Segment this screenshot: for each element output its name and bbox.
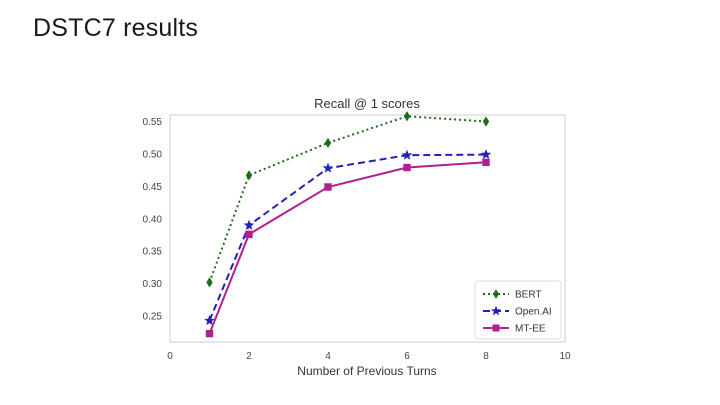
legend-marker-mt-ee (492, 324, 500, 332)
x-axis-ticks: 0 2 4 6 8 10 (167, 351, 571, 362)
y-tick-label: 0.55 (143, 117, 163, 128)
data-point-open-ai (401, 149, 413, 160)
series-mt-ee (205, 158, 490, 338)
data-point-open-ai (204, 314, 215, 326)
x-tick-label: 2 (246, 351, 252, 362)
y-tick-label: 0.45 (143, 182, 163, 193)
data-point-bert (403, 111, 411, 122)
legend: BERT Open.AI MT-EE (474, 280, 562, 340)
series-layer (204, 111, 492, 338)
x-tick-label: 8 (483, 351, 489, 362)
legend-item-open-ai: Open.AI (483, 305, 552, 318)
legend-item-mt-ee: MT-EE (483, 324, 546, 335)
y-tick-label: 0.50 (143, 149, 163, 160)
slide-title: DSTC7 results (33, 14, 199, 42)
chart-title: Recall @ 1 scores (314, 96, 420, 111)
data-point-mt-ee (205, 329, 214, 338)
data-point-open-ai (243, 219, 255, 230)
y-tick-label: 0.35 (143, 247, 163, 258)
data-point-bert (206, 277, 213, 288)
legend-label-open-ai: Open.AI (515, 307, 552, 318)
data-point-bert (482, 116, 490, 127)
x-tick-label: 0 (167, 351, 173, 362)
legend-marker-bert (493, 289, 499, 299)
data-point-bert (245, 170, 253, 181)
legend-label-mt-ee: MT-EE (515, 324, 546, 335)
series-bert (206, 111, 490, 288)
legend-marker-open-ai (490, 305, 502, 316)
data-point-mt-ee (482, 158, 490, 167)
x-tick-label: 6 (404, 351, 410, 362)
legend-label-bert: BERT (515, 290, 542, 301)
y-tick-label: 0.40 (143, 214, 163, 225)
data-point-mt-ee (245, 230, 253, 239)
data-point-mt-ee (324, 183, 332, 191)
data-point-mt-ee (403, 163, 411, 172)
data-point-bert (324, 137, 332, 149)
y-tick-label: 0.25 (143, 312, 163, 323)
x-axis-label: Number of Previous Turns (297, 364, 436, 378)
x-tick-label: 10 (559, 351, 571, 362)
series-line-bert (208, 115, 487, 283)
data-point-open-ai (322, 162, 334, 173)
data-point-open-ai (480, 148, 492, 160)
y-axis-ticks: 0.25 0.30 0.35 0.40 0.45 0.50 0.55 (143, 117, 163, 323)
x-tick-label: 4 (325, 351, 331, 362)
series-open-ai (204, 148, 492, 326)
y-tick-label: 0.30 (143, 279, 163, 290)
legend-item-bert: BERT (483, 289, 542, 301)
